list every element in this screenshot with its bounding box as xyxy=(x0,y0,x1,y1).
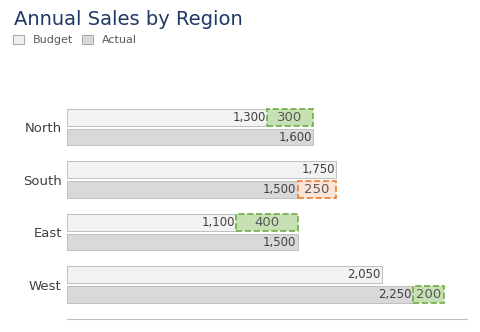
Text: 1,750: 1,750 xyxy=(300,163,334,176)
Bar xyxy=(67,181,297,198)
Text: 1,300: 1,300 xyxy=(232,111,265,124)
Text: Annual Sales by Region: Annual Sales by Region xyxy=(14,10,243,29)
Text: 400: 400 xyxy=(254,215,279,229)
Bar xyxy=(67,214,236,230)
Bar xyxy=(67,161,336,178)
Text: 250: 250 xyxy=(303,183,329,196)
Bar xyxy=(236,214,297,230)
Bar xyxy=(67,286,412,303)
Text: 2,250: 2,250 xyxy=(377,288,411,301)
Text: 200: 200 xyxy=(415,288,440,301)
Legend: Budget, Actual: Budget, Actual xyxy=(13,35,137,45)
Bar xyxy=(297,181,336,198)
Bar xyxy=(67,109,266,125)
Text: 1,600: 1,600 xyxy=(278,130,311,143)
Bar xyxy=(266,109,312,125)
Text: 1,500: 1,500 xyxy=(263,183,296,196)
Bar xyxy=(412,286,443,303)
Bar xyxy=(67,234,297,250)
Bar xyxy=(67,129,312,145)
Text: 2,050: 2,050 xyxy=(347,268,380,281)
Bar xyxy=(67,266,381,283)
Text: 300: 300 xyxy=(277,111,302,124)
Text: 1,100: 1,100 xyxy=(201,215,235,229)
Text: 1,500: 1,500 xyxy=(263,236,296,249)
